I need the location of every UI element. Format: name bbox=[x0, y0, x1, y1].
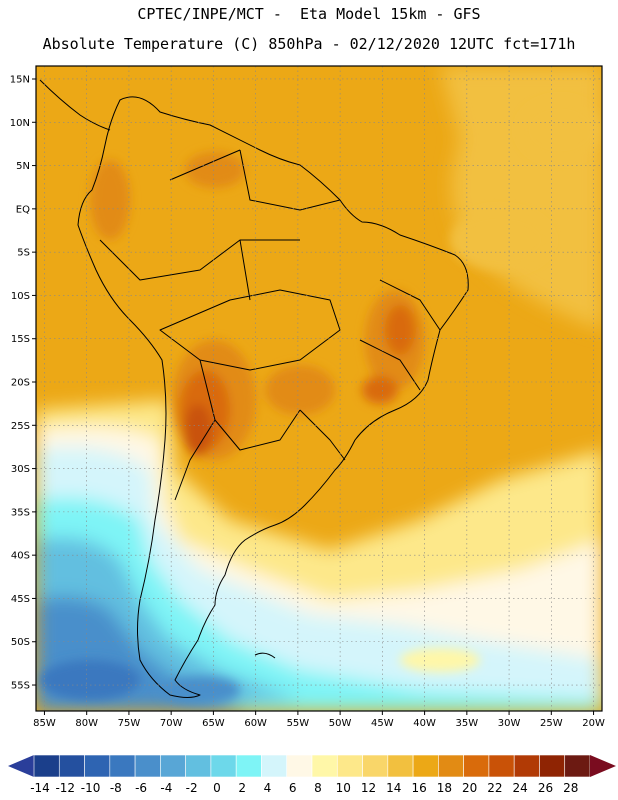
colorbar-swatch bbox=[311, 754, 338, 778]
colorbar-label: 6 bbox=[289, 781, 297, 795]
colorbar-label: 4 bbox=[264, 781, 272, 795]
lat-tick-label: 20S bbox=[11, 378, 30, 389]
colorbar-swatch bbox=[58, 754, 85, 778]
lat-tick-label: 15S bbox=[11, 334, 30, 345]
latitude-axis: 15N 10N 5N EQ 5S 10S 15S 20S 25S 30S 35S 40S 45S 50S 5… bbox=[10, 74, 36, 692]
colorbar-label: 28 bbox=[563, 781, 578, 795]
colorbar-swatch bbox=[513, 754, 540, 778]
colorbar-over-arrow bbox=[590, 755, 616, 777]
colorbar-label: 18 bbox=[437, 781, 452, 795]
colorbar: -14 -12 -10 -8 -6 -4 -2 0 2 4 6 8 10 12 14 16 18 20 22 24 26… bbox=[8, 754, 616, 795]
colorbar-swatch bbox=[362, 754, 389, 778]
colorbar-swatch bbox=[210, 754, 237, 778]
lon-tick-label: 70W bbox=[160, 718, 183, 729]
lon-tick-label: 60W bbox=[244, 718, 267, 729]
colorbar-swatch bbox=[336, 754, 363, 778]
colorbar-label: 8 bbox=[314, 781, 322, 795]
colorbar-swatch bbox=[286, 754, 313, 778]
lon-tick-label: 80W bbox=[75, 718, 98, 729]
colorbar-swatch bbox=[564, 754, 591, 778]
lon-tick-label: 45W bbox=[371, 718, 394, 729]
colorbar-label: 12 bbox=[361, 781, 376, 795]
lon-tick-label: 65W bbox=[202, 718, 225, 729]
colorbar-swatch bbox=[412, 754, 439, 778]
lat-tick-label: 10N bbox=[10, 118, 30, 129]
temperature-field bbox=[36, 66, 602, 711]
lat-tick-label: 50S bbox=[11, 637, 30, 648]
colorbar-label: 20 bbox=[462, 781, 477, 795]
colorbar-swatch bbox=[185, 754, 212, 778]
colorbar-label: -2 bbox=[186, 781, 198, 795]
colorbar-label: 2 bbox=[238, 781, 246, 795]
colorbar-under-arrow bbox=[8, 755, 34, 777]
lat-tick-label: 40S bbox=[11, 551, 30, 562]
lat-tick-label: 5N bbox=[16, 161, 30, 172]
lon-tick-label: 30W bbox=[498, 718, 521, 729]
colorbar-swatch bbox=[84, 754, 111, 778]
map-frame bbox=[35, 65, 603, 712]
lat-tick-label: 55S bbox=[11, 681, 30, 692]
chart-title-line2: Absolute Temperature (C) 850hPa - 02/12/… bbox=[42, 35, 576, 53]
colorbar-swatch bbox=[33, 754, 60, 778]
lon-tick-label: 85W bbox=[33, 718, 56, 729]
colorbar-label: -10 bbox=[81, 781, 101, 795]
colorbar-swatch bbox=[160, 754, 186, 778]
lon-tick-label: 35W bbox=[456, 718, 479, 729]
colorbar-swatch bbox=[235, 754, 262, 778]
colorbar-label: -4 bbox=[160, 781, 172, 795]
colorbar-label: -8 bbox=[110, 781, 122, 795]
chart-title-line1: CPTEC/INPE/MCT - Eta Model 15km - GFS bbox=[137, 5, 481, 23]
colorbar-label: 16 bbox=[411, 781, 426, 795]
lat-tick-label: 35S bbox=[11, 507, 30, 518]
lat-tick-label: 10S bbox=[11, 291, 30, 302]
colorbar-swatch bbox=[109, 754, 136, 778]
colorbar-swatch bbox=[488, 754, 515, 778]
colorbar-label: -12 bbox=[55, 781, 75, 795]
colorbar-label: 14 bbox=[386, 781, 401, 795]
lat-tick-label: 25S bbox=[11, 421, 30, 432]
colorbar-label: 22 bbox=[487, 781, 502, 795]
colorbar-label: -6 bbox=[135, 781, 147, 795]
lon-tick-label: 40W bbox=[413, 718, 436, 729]
longitude-axis: 85W 80W 75W 70W 65W 60W 55W 50W 45W 40W 35W 30W 25W 2… bbox=[33, 711, 605, 729]
lon-tick-label: 75W bbox=[118, 718, 141, 729]
colorbar-swatch bbox=[463, 754, 490, 778]
lat-tick-label: EQ bbox=[16, 204, 30, 215]
lon-tick-label: 25W bbox=[540, 718, 563, 729]
colorbar-label: 26 bbox=[538, 781, 553, 795]
colorbar-label: 0 bbox=[213, 781, 221, 795]
colorbar-swatch bbox=[134, 754, 161, 778]
lat-tick-label: 45S bbox=[11, 594, 30, 605]
colorbar-swatch bbox=[261, 754, 288, 778]
lon-tick-label: 55W bbox=[287, 718, 310, 729]
colorbar-label: -14 bbox=[30, 781, 50, 795]
colorbar-label: 10 bbox=[336, 781, 351, 795]
lon-tick-label: 20W bbox=[582, 718, 605, 729]
colorbar-label: 24 bbox=[513, 781, 528, 795]
colorbar-swatch bbox=[539, 754, 566, 778]
lat-tick-label: 30S bbox=[11, 464, 30, 475]
lat-tick-label: 5S bbox=[17, 248, 30, 259]
colorbar-swatch bbox=[438, 754, 464, 778]
lon-tick-label: 50W bbox=[329, 718, 352, 729]
lat-tick-label: 15N bbox=[10, 74, 30, 85]
colorbar-swatch bbox=[387, 754, 414, 778]
coastlines bbox=[39, 79, 469, 698]
